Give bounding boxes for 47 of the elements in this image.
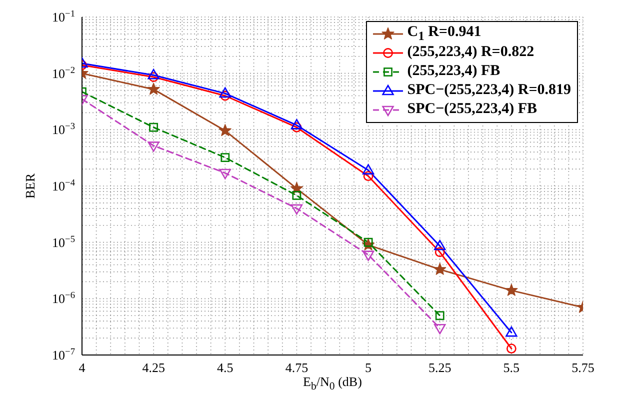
point (363, 171, 374, 182)
y-tick-label: 10$^{−1}$ (52, 10, 76, 25)
x-tick-label: 5 (365, 360, 372, 376)
point (220, 153, 230, 162)
point (434, 247, 445, 258)
legend-label: SPC−(255,223,4) FB (407, 101, 538, 118)
x-tick-label: 5.5 (503, 360, 520, 376)
point (148, 68, 160, 80)
point (434, 262, 446, 275)
y-tick-label: 10$^{−2}$ (52, 66, 76, 81)
y-axis-title: BER (22, 173, 38, 199)
point (292, 122, 302, 132)
legend-label: C$_{1}$ R=0.941 (407, 24, 482, 44)
point (506, 344, 516, 354)
y-tick-label: 10$^{−6}$ (52, 291, 76, 306)
x-tick-label: 4.5 (217, 360, 234, 376)
legend-label: (255,223,4) FB (407, 63, 500, 80)
x-tick-label: 4.75 (285, 360, 308, 376)
point (435, 311, 444, 320)
point (218, 124, 232, 136)
point (362, 250, 374, 261)
x-tick-label: 5.25 (428, 360, 452, 376)
point (362, 164, 374, 174)
point (147, 82, 160, 95)
point (220, 90, 230, 101)
point (219, 87, 231, 98)
x-tick-label: 4.25 (142, 360, 165, 376)
y-tick-label: 10$^{−7}$ (52, 348, 76, 363)
x-axis-title: E$_{b}$/N$_{0}$ (dB) (302, 374, 363, 395)
legend-label: SPC−(255,223,4) R=0.819 (407, 82, 571, 99)
point (505, 284, 518, 296)
point (148, 72, 159, 82)
legend-label: (255,223,4) R=0.822 (407, 44, 534, 61)
x-tick-label: 5.75 (572, 360, 594, 376)
point (292, 190, 302, 200)
y-tick-label: 10$^{−4}$ (52, 178, 76, 194)
point (434, 324, 446, 334)
point (290, 204, 303, 215)
x-tick-label: 4 (78, 360, 86, 376)
point (149, 122, 158, 132)
y-tick-label: 10$^{−3}$ (52, 122, 76, 138)
point (434, 240, 446, 250)
point (506, 326, 518, 337)
point (290, 119, 303, 130)
point (148, 142, 160, 152)
y-tick-label: 10$^{−5}$ (52, 234, 76, 250)
point (219, 168, 231, 180)
